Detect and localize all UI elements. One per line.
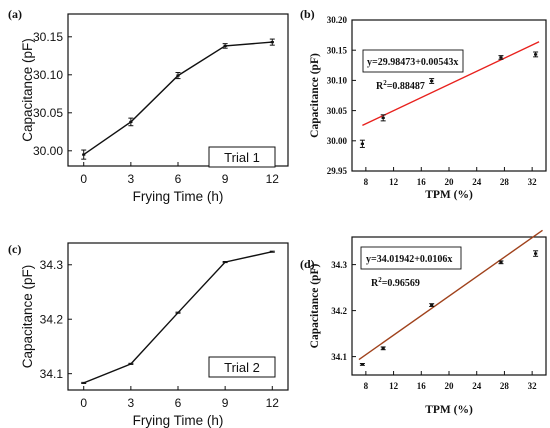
fit-line	[358, 229, 543, 361]
panel-d: (d) 8 12 16 20 24 28 32 34.1 34.2 34.3 TPM (%) Capac…	[300, 229, 547, 416]
x-tick-label: 12	[389, 381, 399, 391]
x-tick-label: 28	[500, 381, 510, 391]
y-tick-label: 34.1	[40, 367, 64, 381]
x-tick-label: 16	[417, 177, 427, 187]
x-tick-label: 8	[364, 177, 369, 187]
panel-a: (a) 0 3 6 9 12 30.00 30.05 30.10 30.15 Frying Time…	[8, 7, 289, 204]
equation-box	[362, 49, 464, 73]
data-point	[534, 252, 538, 255]
x-tick-label: 9	[222, 396, 229, 410]
annotation-box	[208, 146, 276, 168]
x-tick-label: 12	[266, 396, 280, 410]
y-tick-label: 34.3	[40, 258, 64, 272]
x-tick-label: 8	[364, 381, 369, 391]
data-point	[430, 79, 434, 83]
y-axis-title: Capacitance (pF)	[20, 265, 35, 369]
y-tick-label: 34.1	[331, 352, 347, 362]
data-point	[270, 41, 274, 44]
x-tick-label: 20	[445, 381, 455, 391]
y-tick-label: 34.2	[40, 312, 64, 326]
y-axis-title: Capacitance (pF)	[309, 53, 321, 138]
x-axis-title: TPM (%)	[425, 189, 473, 201]
x-tick-label: 3	[128, 172, 135, 186]
y-tick-label: 30.15	[33, 30, 63, 44]
r-squared-superscript: 2	[383, 79, 387, 87]
data-point	[499, 261, 503, 264]
x-tick-label: 32	[528, 177, 538, 187]
y-tick-label: 30.05	[327, 106, 348, 116]
data-point	[381, 116, 385, 119]
fit-line	[362, 41, 540, 127]
r-squared-label: R2=0.96569	[371, 276, 420, 289]
fit-equation: y=34.01942+0.0106x	[366, 254, 452, 265]
x-tick-label: 6	[175, 172, 182, 186]
x-tick-label: 32	[528, 381, 538, 391]
y-tick-label: 30.10	[327, 76, 348, 86]
y-axis-title: Capacitance (pF)	[309, 264, 321, 349]
r-squared-label: R2=0.88487	[376, 79, 425, 92]
y-tick-label: 34.3	[331, 260, 347, 270]
x-tick-label: 24	[472, 381, 482, 391]
y-tick-label: 30.00	[33, 144, 63, 158]
y-axis-title: Capacitance (pF)	[20, 38, 35, 142]
data-point	[360, 363, 364, 366]
x-tick-label: 6	[175, 396, 182, 410]
panel-label: (d)	[300, 257, 315, 271]
x-axis-title: Frying Time (h)	[133, 189, 224, 204]
data-point	[534, 53, 538, 56]
annotation-label: Trial 1	[224, 150, 260, 165]
x-axis-title: TPM (%)	[425, 404, 473, 416]
x-tick-label: 3	[128, 396, 135, 410]
x-tick-label: 0	[80, 172, 87, 186]
r-squared-symbol: R	[371, 278, 379, 289]
y-tick-label: 30.15	[327, 45, 348, 55]
r-squared-symbol: R	[376, 81, 384, 92]
panel-label: (a)	[8, 7, 22, 21]
y-tick-label: 30.00	[327, 136, 348, 146]
data-point	[129, 120, 133, 124]
data-point	[360, 142, 364, 145]
equation-box	[360, 246, 462, 270]
x-tick-label: 24	[472, 177, 482, 187]
x-tick-label: 9	[222, 172, 229, 186]
x-tick-label: 20	[445, 177, 455, 187]
data-point	[223, 44, 227, 48]
x-tick-label: 12	[266, 172, 280, 186]
data-point	[381, 347, 385, 350]
data-point	[176, 74, 180, 77]
y-tick-label: 29.95	[327, 166, 348, 176]
x-tick-label: 12	[389, 177, 399, 187]
panel-label: (c)	[8, 242, 21, 256]
panel-b: (b) 8 12 16 20 24 28 32 29.95 30.00 30.05 30.10 30.1…	[300, 7, 547, 201]
x-axis-title: Frying Time (h)	[133, 413, 224, 428]
y-tick-label: 30.10	[33, 68, 63, 82]
r-squared-value: =0.88487	[387, 81, 425, 92]
data-point	[499, 56, 503, 59]
x-tick-label: 28	[500, 177, 510, 187]
x-tick-label: 16	[417, 381, 427, 391]
panel-c: (c) 0 3 6 9 12 34.1 34.2 34.3 Frying Time (h) Capa…	[8, 242, 289, 428]
y-tick-label: 30.20	[327, 15, 348, 25]
r-squared-value: =0.96569	[382, 278, 420, 289]
y-tick-label: 30.05	[33, 106, 63, 120]
panel-label: (b)	[300, 7, 315, 21]
y-tick-label: 34.2	[331, 306, 347, 316]
r-squared-superscript: 2	[378, 276, 382, 284]
annotation-label: Trial 2	[224, 360, 260, 375]
data-point	[82, 153, 86, 156]
fit-equation: y=29.98473+0.00543x	[367, 57, 458, 68]
annotation-box	[208, 356, 276, 378]
x-tick-label: 0	[80, 396, 87, 410]
data-point	[430, 303, 434, 307]
